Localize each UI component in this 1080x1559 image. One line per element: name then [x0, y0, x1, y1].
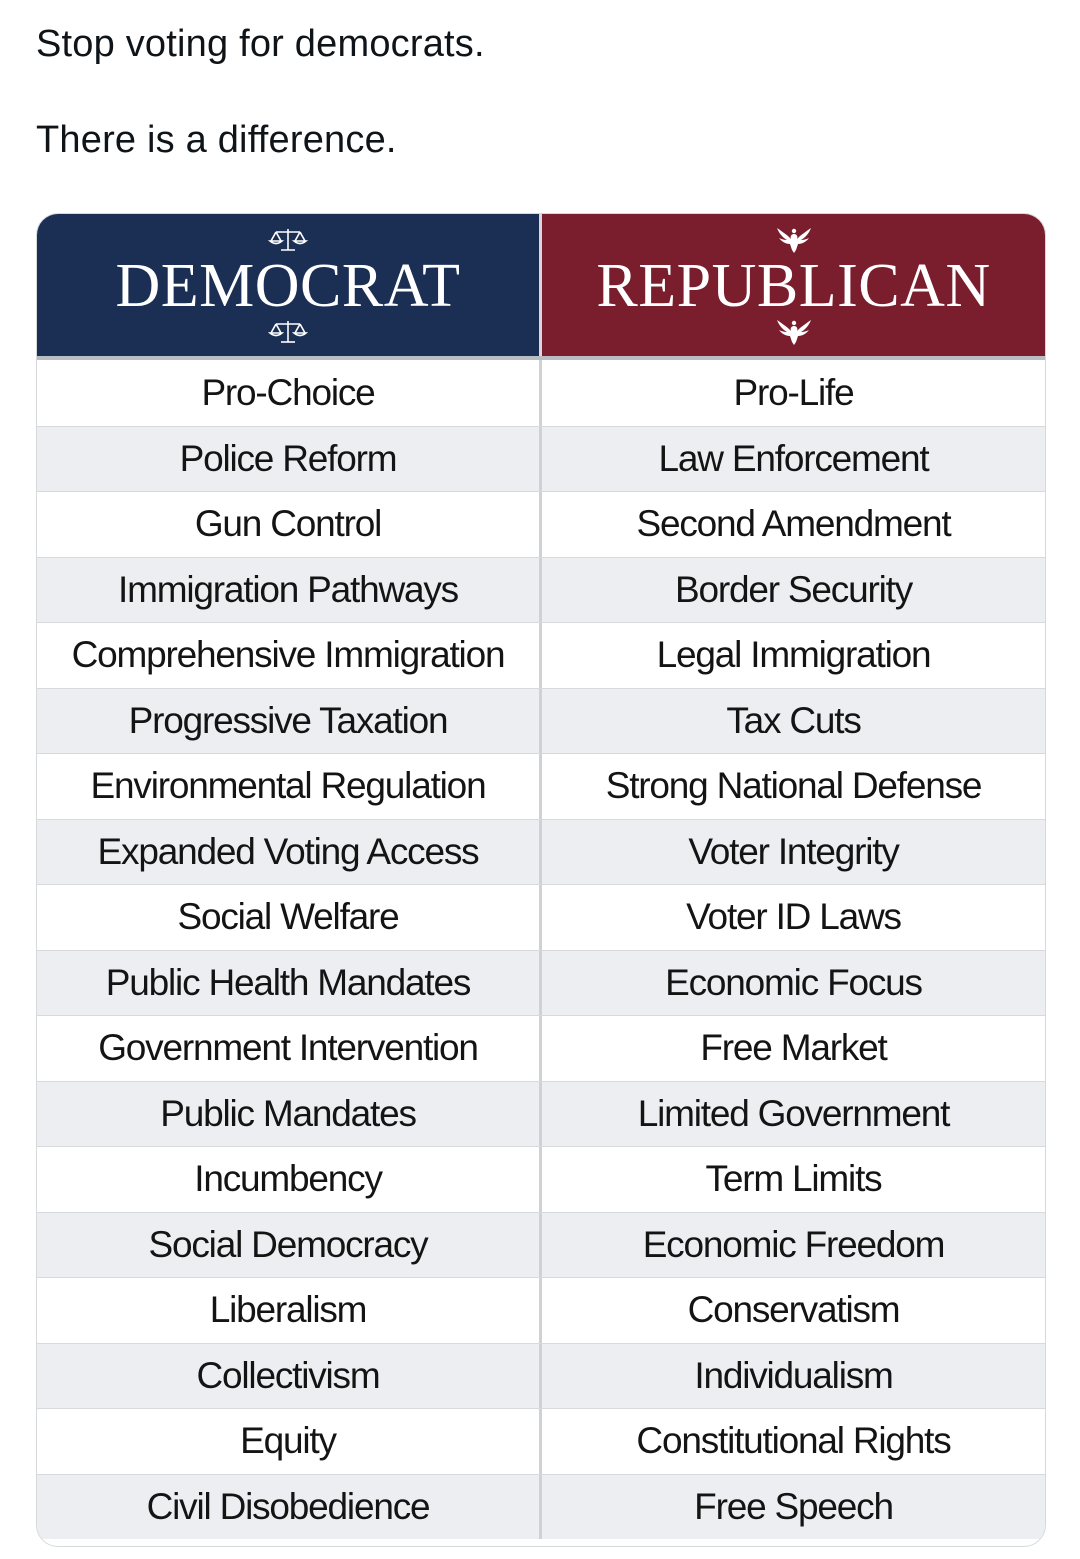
republican-cell: Strong National Defense [539, 754, 1045, 819]
democrat-cell: Environmental Regulation [90, 765, 487, 807]
table-row: Pro-Choice Pro-Life [37, 360, 1045, 426]
table-row: Collectivism Individualism [37, 1342, 1045, 1408]
table-row: Liberalism Conservatism [37, 1277, 1045, 1343]
table-row: Police Reform Law Enforcement [37, 425, 1045, 491]
democrat-cell: Comprehensive Immigration [71, 634, 506, 676]
scales-of-justice-icon [268, 227, 308, 253]
democrat-cell: Government Intervention [98, 1027, 479, 1069]
democrat-cell: Gun Control [194, 503, 382, 545]
post-text-line-2: There is a difference. [36, 119, 397, 161]
eagle-icon [774, 319, 814, 345]
table-row: Social Democracy Economic Freedom [37, 1211, 1045, 1277]
table-row: Public Mandates Limited Government [37, 1080, 1045, 1146]
republican-cell: Voter ID Laws [539, 885, 1045, 950]
republican-cell: Free Market [539, 1016, 1045, 1081]
democrat-cell: Equity [240, 1420, 337, 1462]
scales-of-justice-icon [268, 319, 308, 345]
democrat-cell: Collectivism [196, 1354, 381, 1396]
democrat-cell: Social Democracy [148, 1223, 429, 1265]
eagle-icon [774, 227, 814, 253]
democrat-header: DEMOCRAT [37, 214, 539, 358]
democrat-cell: Civil Disobedience [146, 1485, 431, 1527]
republican-cell: Individualism [539, 1343, 1045, 1408]
table-row: Progressive Taxation Tax Cuts [37, 687, 1045, 753]
republican-cell: Second Amendment [539, 492, 1045, 557]
democrat-cell: Progressive Taxation [128, 699, 449, 741]
republican-cell: Term Limits [539, 1147, 1045, 1212]
republican-cell: Law Enforcement [539, 426, 1045, 491]
democrat-cell: Social Welfare [177, 896, 399, 938]
republican-header: REPUBLICAN [539, 214, 1045, 358]
table-row: Environmental Regulation Strong National… [37, 753, 1045, 819]
table-row: Equity Constitutional Rights [37, 1408, 1045, 1474]
republican-cell: Tax Cuts [539, 688, 1045, 753]
democrat-cell: Public Mandates [160, 1092, 417, 1134]
democrat-cell: Liberalism [209, 1289, 368, 1331]
democrat-cell: Immigration Pathways [118, 568, 459, 610]
table-row: Civil Disobedience Free Speech [37, 1473, 1045, 1539]
republican-cell: Constitutional Rights [539, 1409, 1045, 1474]
democrat-cell: Incumbency [194, 1158, 383, 1200]
democrat-cell: Public Health Mandates [105, 961, 472, 1003]
democrat-title: DEMOCRAT [115, 252, 461, 320]
table-header: DEMOCRAT [37, 214, 1045, 358]
republican-cell: Free Speech [539, 1474, 1045, 1539]
republican-cell: Economic Freedom [539, 1212, 1045, 1277]
democrat-cell: Pro-Choice [201, 371, 375, 413]
table-row: Incumbency Term Limits [37, 1146, 1045, 1212]
table-row: Gun Control Second Amendment [37, 491, 1045, 557]
republican-cell: Border Security [539, 557, 1045, 622]
democrat-cell: Expanded Voting Access [97, 830, 480, 872]
republican-cell: Limited Government [539, 1081, 1045, 1146]
header-divider [37, 356, 1045, 360]
democrat-cell: Police Reform [179, 437, 398, 479]
post-text-line-1: Stop voting for democrats. [36, 23, 485, 65]
table-row: Government Intervention Free Market [37, 1015, 1045, 1081]
republican-cell: Pro-Life [539, 360, 1045, 426]
republican-cell: Conservatism [539, 1278, 1045, 1343]
republican-title: REPUBLICAN [596, 252, 991, 320]
republican-cell: Voter Integrity [539, 819, 1045, 884]
republican-cell: Economic Focus [539, 950, 1045, 1015]
table-row: Immigration Pathways Border Security [37, 556, 1045, 622]
post-image-comparison-table[interactable]: DEMOCRAT [36, 213, 1046, 1547]
table-row: Comprehensive Immigration Legal Immigrat… [37, 622, 1045, 688]
table-row: Public Health Mandates Economic Focus [37, 949, 1045, 1015]
table-row: Social Welfare Voter ID Laws [37, 884, 1045, 950]
comparison-rows: Pro-Choice Pro-Life Police Reform Law En… [37, 360, 1045, 1539]
table-row: Expanded Voting Access Voter Integrity [37, 818, 1045, 884]
republican-cell: Legal Immigration [539, 623, 1045, 688]
